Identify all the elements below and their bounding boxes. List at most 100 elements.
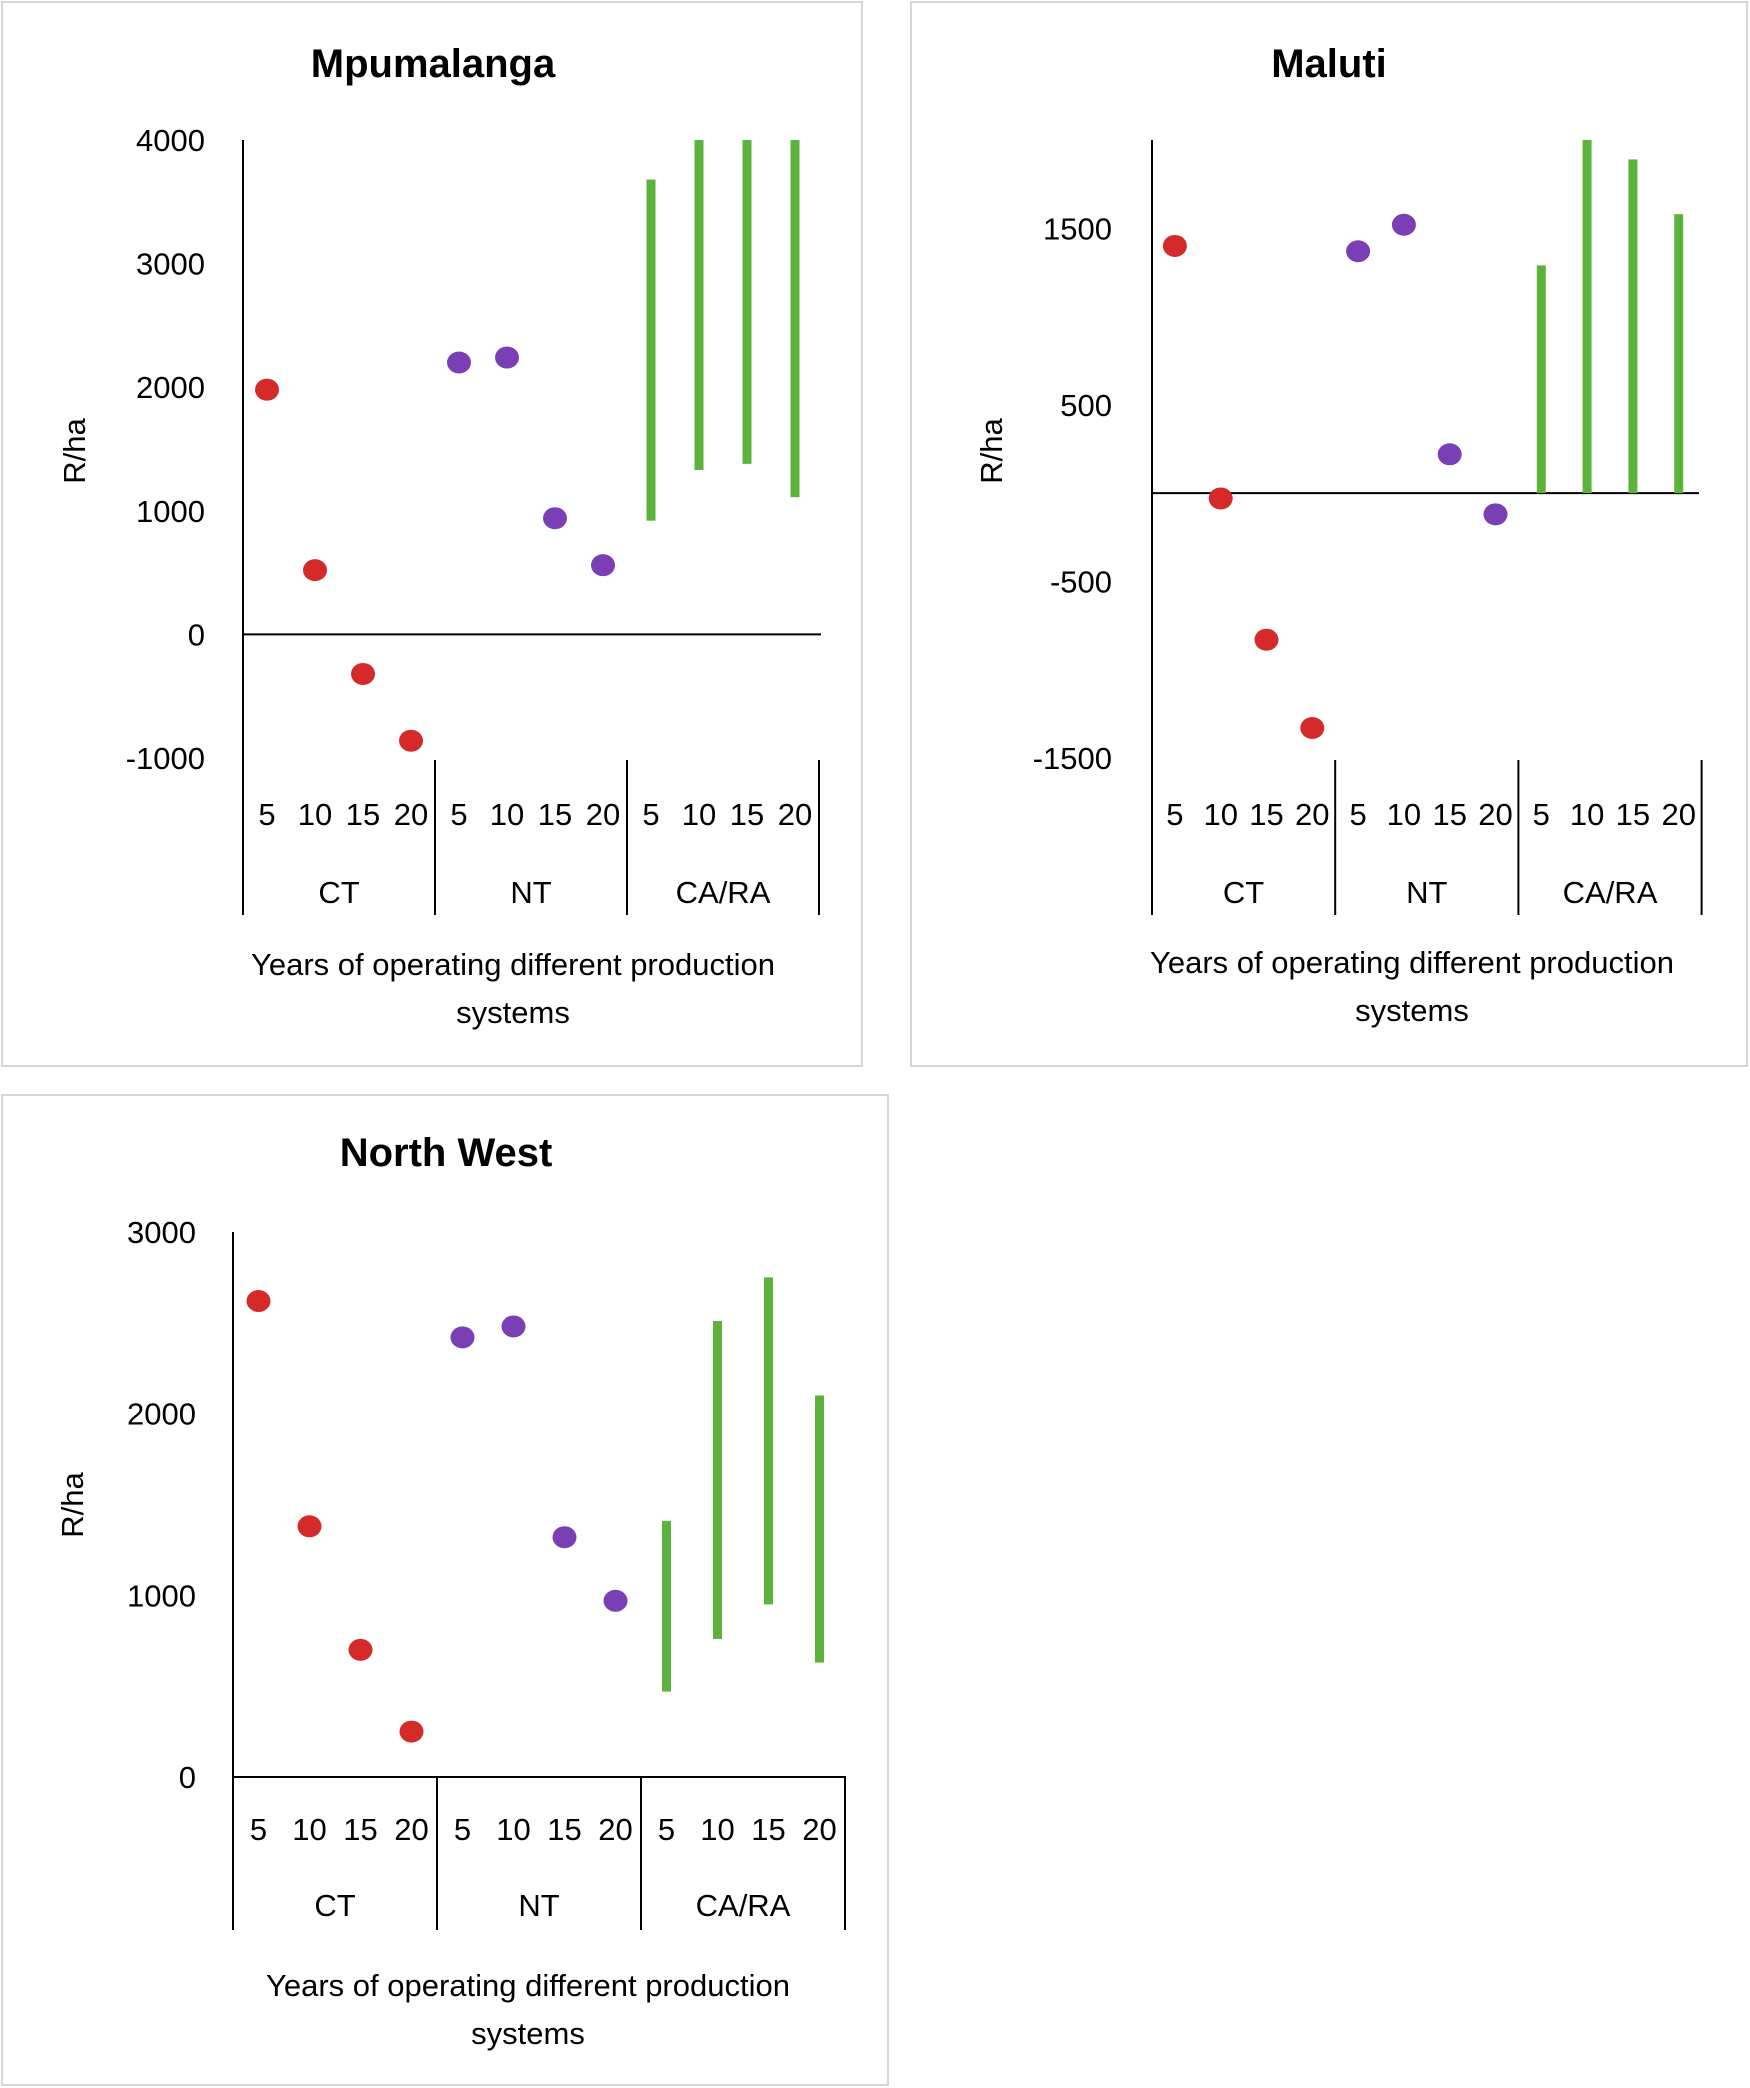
- category-label: 10: [490, 797, 524, 832]
- group-label: CT: [314, 1888, 355, 1923]
- y-axis-label: R/ha: [55, 1472, 90, 1538]
- y-tick-label: 2000: [136, 370, 205, 405]
- category-label: 5: [450, 797, 467, 832]
- y-tick-label: 2000: [127, 1397, 196, 1432]
- range-bar-ca-ra: [662, 1520, 671, 1692]
- category-label: 20: [1661, 797, 1695, 832]
- category-label: 20: [1295, 797, 1329, 832]
- chart-svg-north-west: North West 0 1000 2000 3000 CT 5 10 15 20 NT 5 10 15 2…: [55, 1131, 846, 2051]
- y-tick-label: 3000: [127, 1215, 196, 1250]
- x-axis-label-line1: Years of operating different production: [266, 1968, 790, 2003]
- data-point-nt: [552, 1526, 577, 1549]
- data-point-ct: [255, 378, 279, 401]
- y-tick-label: 1000: [136, 494, 205, 529]
- range-bar-ca-ra: [1674, 214, 1684, 494]
- category-label: 20: [586, 797, 620, 832]
- category-label: 15: [343, 1812, 377, 1847]
- data-point-nt: [1483, 503, 1508, 526]
- category-label: 15: [751, 1812, 785, 1847]
- category-label: 10: [496, 1812, 530, 1847]
- chart-panel-maluti: Maluti -1500 -500 500 1500 CT 5 10 15 20 NT 5 10 15 20…: [910, 1, 1748, 1067]
- data-point-ct: [1300, 716, 1325, 739]
- category-label: 20: [802, 1812, 836, 1847]
- group-label: CA/RA: [696, 1888, 791, 1923]
- y-tick-label: 500: [1060, 388, 1112, 423]
- data-point-ct: [399, 1720, 424, 1743]
- category-label: 5: [658, 1812, 675, 1847]
- category-label: 5: [1533, 797, 1550, 832]
- range-bar-ca-ra: [1628, 159, 1638, 494]
- category-label: 5: [1349, 797, 1366, 832]
- category-label: 15: [538, 797, 572, 832]
- chart-title: Mpumalanga: [311, 42, 556, 86]
- group-label: CA/RA: [1563, 875, 1658, 910]
- category-label: 20: [394, 797, 428, 832]
- chart-svg-maluti: Maluti -1500 -500 500 1500 CT 5 10 15 20 NT 5 10 15 20…: [974, 42, 1703, 1028]
- chart-title: Maluti: [1271, 42, 1387, 86]
- category-label: 20: [778, 797, 812, 832]
- group-label: CT: [318, 875, 359, 910]
- group-label: CT: [1223, 875, 1264, 910]
- range-bar-ca-ra: [713, 1321, 722, 1639]
- chart-panel-mpumalanga: Mpumalanga -1000 0 1000 2000 3000 4000 CT 5 10 15 2…: [1, 1, 863, 1067]
- category-label: 5: [454, 1812, 471, 1847]
- data-point-nt: [450, 1326, 475, 1349]
- data-point-ct: [246, 1290, 271, 1313]
- range-bar-ca-ra: [1582, 140, 1592, 494]
- range-bar-ca-ra: [694, 140, 704, 471]
- x-axis-label-line1: Years of operating different production: [1150, 945, 1674, 980]
- category-label: 10: [298, 797, 332, 832]
- y-tick-label: -1000: [126, 741, 205, 776]
- category-label: 15: [1249, 797, 1283, 832]
- category-label: 10: [682, 797, 716, 832]
- data-point-nt: [543, 507, 567, 530]
- range-bar-ca-ra: [815, 1395, 824, 1663]
- data-point-ct: [303, 559, 327, 582]
- data-point-nt: [1346, 240, 1371, 263]
- y-tick-label: 1500: [1043, 211, 1112, 246]
- category-label: 10: [700, 1812, 734, 1847]
- range-bar-ca-ra: [790, 140, 800, 498]
- category-label: 5: [258, 797, 275, 832]
- category-label: 20: [598, 1812, 632, 1847]
- chart-panel-north-west: North West 0 1000 2000 3000 CT 5 10 15 20 NT 5 10 15 2…: [1, 1094, 889, 2086]
- y-axis-label: R/ha: [57, 418, 92, 484]
- category-label: 10: [1203, 797, 1237, 832]
- y-axis-label: R/ha: [974, 418, 1009, 484]
- chart-svg-mpumalanga: Mpumalanga -1000 0 1000 2000 3000 4000 CT 5 10 15 2…: [57, 42, 821, 1030]
- range-bar-ca-ra: [764, 1277, 773, 1605]
- data-point-ct: [348, 1638, 373, 1661]
- category-label: 15: [1616, 797, 1650, 832]
- x-axis-label-line2: systems: [471, 2016, 585, 2051]
- data-point-ct: [1254, 628, 1279, 651]
- y-tick-label: -500: [1050, 564, 1112, 599]
- x-axis-label-line1: Years of operating different production: [251, 947, 775, 982]
- group-label: CA/RA: [676, 875, 771, 910]
- category-label: 10: [1387, 797, 1421, 832]
- category-label: 15: [346, 797, 380, 832]
- group-label: NT: [510, 875, 551, 910]
- category-label: 15: [547, 1812, 581, 1847]
- data-point-nt: [1437, 443, 1462, 466]
- category-label: 10: [1570, 797, 1604, 832]
- data-point-ct: [297, 1515, 322, 1538]
- category-label: 5: [1166, 797, 1183, 832]
- x-axis-label-line2: systems: [1355, 993, 1469, 1028]
- data-point-ct: [1208, 487, 1233, 510]
- y-tick-label: 3000: [136, 247, 205, 282]
- data-point-nt: [501, 1315, 526, 1338]
- category-label: 20: [394, 1812, 428, 1847]
- data-point-ct: [1162, 234, 1187, 257]
- category-label: 15: [1432, 797, 1466, 832]
- data-point-nt: [603, 1589, 628, 1612]
- chart-title: North West: [340, 1131, 553, 1175]
- range-bar-ca-ra: [742, 140, 752, 464]
- data-point-nt: [495, 346, 519, 369]
- group-label: NT: [518, 1888, 559, 1923]
- y-tick-label: 1000: [127, 1578, 196, 1613]
- data-point-ct: [351, 662, 375, 685]
- data-point-ct: [399, 729, 423, 752]
- data-point-nt: [591, 554, 615, 577]
- y-tick-label: -1500: [1033, 741, 1112, 776]
- data-point-nt: [447, 351, 471, 374]
